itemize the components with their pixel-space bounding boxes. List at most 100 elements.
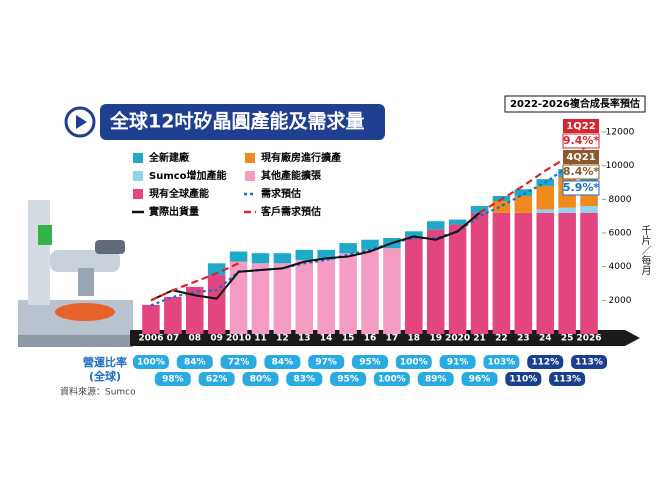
legend-swatch [245, 153, 255, 163]
legend-label: 其他產能擴張 [261, 169, 322, 182]
y-axis-label: 千片／每月 [639, 225, 651, 276]
bar-segment [142, 304, 160, 334]
utilization-label: 100% [400, 358, 428, 368]
bar-segment [361, 249, 379, 334]
utilization-box [439, 355, 476, 369]
utilization-label: 84% [272, 358, 294, 368]
bar-segment [448, 219, 467, 225]
utilization-box [286, 372, 323, 386]
bar-segment [361, 239, 379, 250]
utilization-box [154, 372, 191, 386]
legend-label: 客戶需求預估 [260, 205, 321, 218]
bar-segment [405, 236, 423, 334]
x-tick-label: 14 [320, 334, 333, 344]
x-tick-label: 15 [342, 334, 355, 344]
utilization-box [527, 355, 564, 369]
bar-segment [383, 248, 401, 334]
bar-segment [558, 207, 576, 213]
y-tick-label: 4000 [609, 262, 632, 272]
utilization-label: 112% [531, 358, 559, 368]
utilization-box [373, 372, 410, 386]
play-icon [76, 115, 87, 129]
x-tick-label: 07 [167, 334, 180, 344]
x-tick-label: 2026 [577, 334, 602, 344]
x-tick-label: 24 [539, 334, 552, 344]
utilization-label: 72% [228, 358, 250, 368]
bar-segment [251, 263, 270, 334]
lines [150, 144, 590, 307]
utilization-label: 83% [294, 375, 316, 385]
x-tick-label: 2006 [138, 334, 163, 344]
cagr-rate: 8.4%* [563, 165, 600, 178]
utilization-label: 110% [509, 375, 537, 385]
utilization-box [242, 372, 279, 386]
utilization-label: 113% [553, 375, 581, 385]
utilization-box [308, 355, 345, 369]
bar-segment [470, 206, 489, 213]
title-banner [100, 104, 385, 140]
legend-label: 實際出貨量 [149, 205, 199, 218]
bar-segment [514, 189, 533, 196]
x-tick-label: 17 [386, 334, 399, 344]
utilization-label: 113% [575, 358, 603, 368]
bar-segment [251, 253, 270, 264]
utilization-label: 62% [206, 375, 228, 385]
cagr-period-box [563, 119, 599, 133]
bar-segment [580, 175, 598, 185]
utilization-box [395, 355, 432, 369]
y-tick-label: 6000 [609, 229, 632, 239]
utilization-box [417, 372, 454, 386]
bar-segment [295, 259, 314, 334]
legend-swatch [133, 171, 143, 181]
x-tick-label: 2010 [226, 334, 251, 344]
bars [142, 169, 598, 334]
utilization-box [198, 372, 235, 386]
bar-segment [339, 243, 357, 254]
bar-segment [295, 249, 314, 260]
x-tick-label: 18 [408, 334, 421, 344]
x-tick-label: 11 [254, 334, 267, 344]
utilization-box [505, 372, 542, 386]
bar-segment [405, 231, 423, 237]
x-tick-label: 25 [561, 334, 574, 344]
utilization-box [549, 372, 586, 386]
line [150, 151, 590, 307]
x-tick-label: 08 [188, 334, 201, 344]
x-tick-label: 21 [473, 334, 486, 344]
bar-segment [229, 251, 248, 262]
utilization-box [264, 355, 301, 369]
cagr-period-box [563, 150, 599, 164]
utilization-box [352, 355, 388, 369]
bar-segment [207, 275, 226, 334]
legend-label: 需求預估 [261, 187, 301, 200]
illustration [18, 200, 133, 347]
utilization-box [176, 355, 213, 369]
bar-segment [164, 296, 182, 334]
bar-segment [580, 206, 598, 213]
y-tick-label: 10000 [606, 161, 635, 171]
bar-segment [448, 224, 467, 334]
bar-segment [580, 212, 598, 334]
bar-segment [186, 286, 204, 334]
bar-segment [207, 263, 226, 276]
y-tick-label: 12000 [606, 128, 635, 138]
utilization-label: 103% [488, 358, 516, 368]
y-tick-label: 2000 [609, 296, 632, 306]
bar-segment [514, 195, 533, 213]
x-tick-label: 16 [364, 334, 377, 344]
cagr-period: 1Q22 [566, 121, 595, 132]
cagr-rate: 9.4%* [563, 134, 600, 147]
bar-segment [229, 261, 248, 334]
legend-label: Sumco增加產能 [149, 169, 227, 182]
bar-segment [536, 212, 554, 334]
bar-segment [514, 212, 533, 334]
utilization-label: 95% [337, 375, 359, 385]
cagr-rate-box [562, 180, 600, 196]
x-tick-label: 12 [276, 334, 289, 344]
utilization-label: 84% [184, 358, 206, 368]
cagr-title: 2022-2026複合成長率預估 [510, 97, 640, 110]
cagr-rate: 5.9%* [563, 181, 600, 194]
y-tick-label: 8000 [609, 195, 632, 205]
cagr-period: 4Q21 [566, 152, 595, 163]
